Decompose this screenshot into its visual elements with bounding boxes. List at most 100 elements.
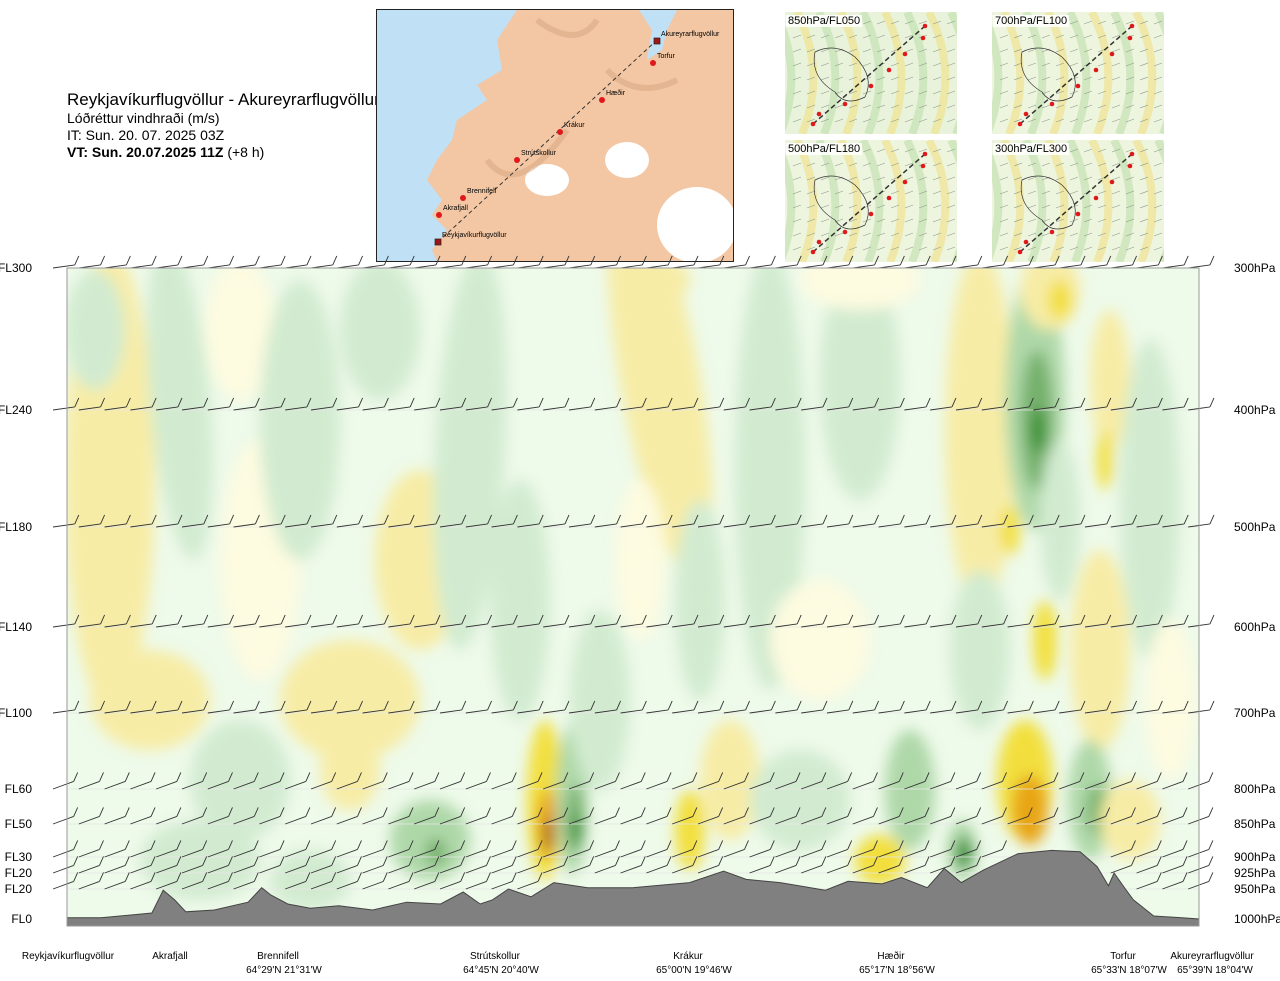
- map-fjord: [639, 10, 677, 60]
- velocity-cell: [1090, 310, 1130, 450]
- level-map-barb: [1027, 34, 1037, 39]
- wind-barb-flag: [73, 772, 79, 782]
- wind-barb: [620, 781, 642, 790]
- level-map-waypoint: [810, 249, 816, 255]
- wind-barb-flag: [331, 772, 337, 782]
- wind-barb-flag: [796, 397, 802, 408]
- wind-barb-flag: [358, 255, 363, 266]
- wind-barb-flag: [229, 614, 234, 625]
- wind-barb: [723, 406, 746, 411]
- wind-barb-flag: [74, 514, 80, 525]
- wind-barb: [620, 865, 642, 874]
- wind-barb: [672, 623, 695, 628]
- wind-barb: [1162, 881, 1184, 890]
- wind-barb: [414, 523, 437, 528]
- level-map-barb: [904, 246, 914, 251]
- wind-barb-flag: [616, 255, 621, 266]
- pressure-level-label: 500hPa: [1234, 520, 1276, 534]
- wind-barb: [362, 623, 385, 628]
- wind-barb: [388, 865, 410, 874]
- level-map-barb: [820, 204, 830, 209]
- wind-barb: [749, 406, 772, 411]
- wind-barb: [646, 865, 668, 874]
- wind-barb-flag: [1182, 807, 1188, 817]
- wind-barb: [181, 523, 204, 528]
- velocity-cell: [270, 850, 350, 910]
- level-map-barb: [862, 148, 872, 153]
- wind-barb-flag: [925, 700, 931, 711]
- level-map-barb: [1111, 232, 1121, 237]
- wind-barb-flag: [898, 772, 904, 782]
- level-map-barb: [1111, 90, 1121, 95]
- wind-barb: [259, 865, 281, 874]
- level-map-barb: [946, 176, 956, 181]
- wind-barb-flag: [512, 255, 518, 266]
- level-map-barb: [792, 190, 802, 195]
- wind-barb-flag: [383, 397, 389, 408]
- level-map-barb: [918, 76, 928, 81]
- wind-barb-flag: [537, 807, 543, 817]
- wind-barb: [310, 623, 333, 628]
- wind-barb: [388, 523, 411, 528]
- wind-barb-flag: [822, 614, 828, 625]
- title-block: Reykjavíkurflugvöllur - Akureyrarflugvöl…: [67, 90, 380, 161]
- wind-barb-flag: [332, 514, 338, 525]
- level-map-barb: [999, 246, 1009, 251]
- wind-barb-flag: [821, 807, 827, 817]
- wind-barb: [852, 406, 875, 411]
- valid-time: VT: Sun. 20.07.2025 11Z: [67, 144, 224, 160]
- level-map-waypoint: [1075, 211, 1081, 217]
- level-map-barb: [1139, 232, 1149, 237]
- velocity-cell: [750, 750, 850, 850]
- level-map-waypoint: [1109, 179, 1115, 185]
- wind-barb: [181, 881, 203, 890]
- wind-barb: [52, 781, 74, 790]
- velocity-cell: [610, 268, 690, 305]
- wind-barb: [104, 865, 126, 874]
- wind-barb: [259, 781, 281, 790]
- wind-barb: [414, 816, 436, 825]
- level-map-waypoint: [1049, 229, 1055, 235]
- wind-barb-flag: [280, 514, 286, 525]
- level-map-barb: [890, 104, 900, 109]
- wind-barb-flag: [564, 255, 570, 266]
- level-map-barb: [918, 190, 928, 195]
- level-map-barb: [904, 162, 914, 167]
- wind-barb-flag: [1132, 255, 1137, 266]
- wind-barb: [749, 781, 771, 790]
- wind-barb-flag: [100, 397, 105, 408]
- level-map-barb: [862, 118, 872, 123]
- wind-barb-flag: [228, 872, 233, 882]
- wind-barb-flag: [151, 255, 157, 266]
- wind-barb-flag: [1106, 397, 1112, 408]
- wind-barb: [568, 849, 590, 858]
- wind-barb: [1162, 849, 1184, 858]
- wind-barb-flag: [280, 255, 286, 266]
- wind-barb: [1007, 709, 1030, 714]
- level-map-barb: [890, 118, 900, 123]
- wind-barb: [52, 523, 75, 528]
- wind-barb: [955, 865, 977, 874]
- wind-barb: [388, 709, 411, 714]
- wind-barb: [1162, 623, 1185, 628]
- wind-barb: [1007, 264, 1030, 269]
- wind-barb: [852, 865, 874, 874]
- level-map-barb: [1125, 118, 1135, 123]
- wind-barb: [439, 406, 462, 411]
- wind-barb-flag: [590, 614, 596, 625]
- level-map-barb: [890, 218, 900, 223]
- level-map-waypoint: [902, 51, 908, 57]
- level-map-waypoint: [842, 101, 848, 107]
- wind-barb: [104, 264, 127, 269]
- level-map-barb: [1097, 76, 1107, 81]
- wind-barb-flag: [254, 514, 260, 525]
- level-map-barb: [1111, 148, 1121, 153]
- wind-barb-flag: [202, 840, 208, 850]
- wind-barb: [181, 406, 204, 411]
- wind-barb: [517, 816, 539, 825]
- level-map-barb: [806, 62, 816, 67]
- wind-barb: [336, 816, 358, 825]
- wind-barb-flag: [899, 397, 905, 408]
- wind-barb: [1059, 623, 1082, 628]
- wind-barb: [362, 781, 384, 790]
